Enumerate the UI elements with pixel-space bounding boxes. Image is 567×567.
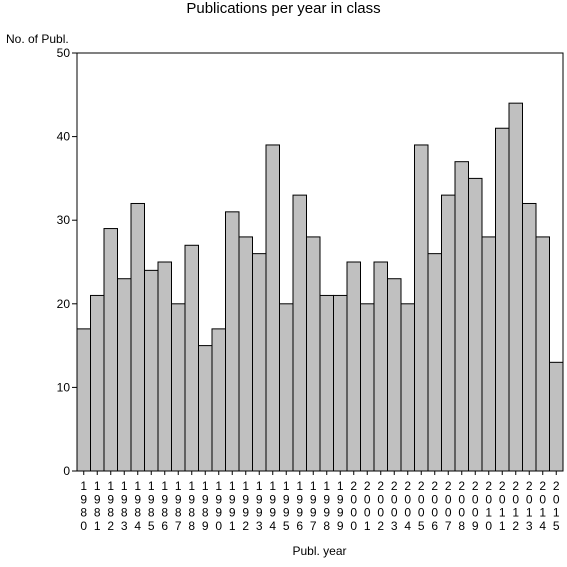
bar-2005 [414,144,429,472]
bar-1997 [306,236,321,472]
bar-2001 [360,303,375,472]
bar-1993 [252,253,267,472]
y-axis: 0 10 20 30 40 50 [57,46,77,478]
bar-2013 [522,202,537,472]
y-tick-label: 10 [57,380,71,394]
bar-1995 [279,303,294,472]
bar-1983 [117,278,132,472]
bar-1980 [76,328,91,472]
y-axis-label: No. of Publ. [6,32,69,46]
x-axis: 1 9 8 0 1 9 8 1 1 9 8 2 1 9 8 3 1 9 8 4 1 9 8 5 1 9 8 6 1 9 8 7 1 9 8 8 1 9 8 9… [80,471,560,533]
bar-2003 [387,278,402,472]
y-tick-label: 20 [57,297,71,311]
bar-1996 [292,194,307,472]
bar-2006 [427,253,442,472]
bar-2002 [373,261,388,472]
bar-2007 [441,194,456,472]
bar-1994 [265,144,280,472]
bar-2010 [481,236,496,472]
y-tick-label: 0 [63,464,70,478]
bar-1999 [333,294,348,472]
bar-2011 [495,127,510,472]
bar-1991 [225,211,240,472]
bar-2015 [549,361,564,472]
bar-1998 [319,294,334,472]
bar-1989 [198,345,213,472]
y-tick-label: 30 [57,213,71,227]
bar-1984 [130,202,145,472]
y-tick-label: 50 [57,46,71,60]
bar-2014 [535,236,550,472]
plot-frame [76,52,564,472]
bar-1987 [171,303,186,472]
y-tick-label: 40 [57,130,71,144]
bar-2000 [346,261,361,472]
bar-1990 [211,328,226,472]
x-axis-label: Publ. year [292,544,347,558]
bar-2008 [454,161,469,472]
bar-1986 [157,261,172,472]
chart-title: Publications per year in class [186,0,381,17]
bar-1985 [144,269,159,472]
bar-2009 [468,177,483,472]
bars-group [76,102,564,472]
bar-1992 [238,236,253,472]
bar-2004 [400,303,415,472]
bar-1982 [103,228,118,472]
bar-1981 [90,294,105,472]
bar-1988 [184,244,199,472]
bar-2012 [508,102,523,472]
